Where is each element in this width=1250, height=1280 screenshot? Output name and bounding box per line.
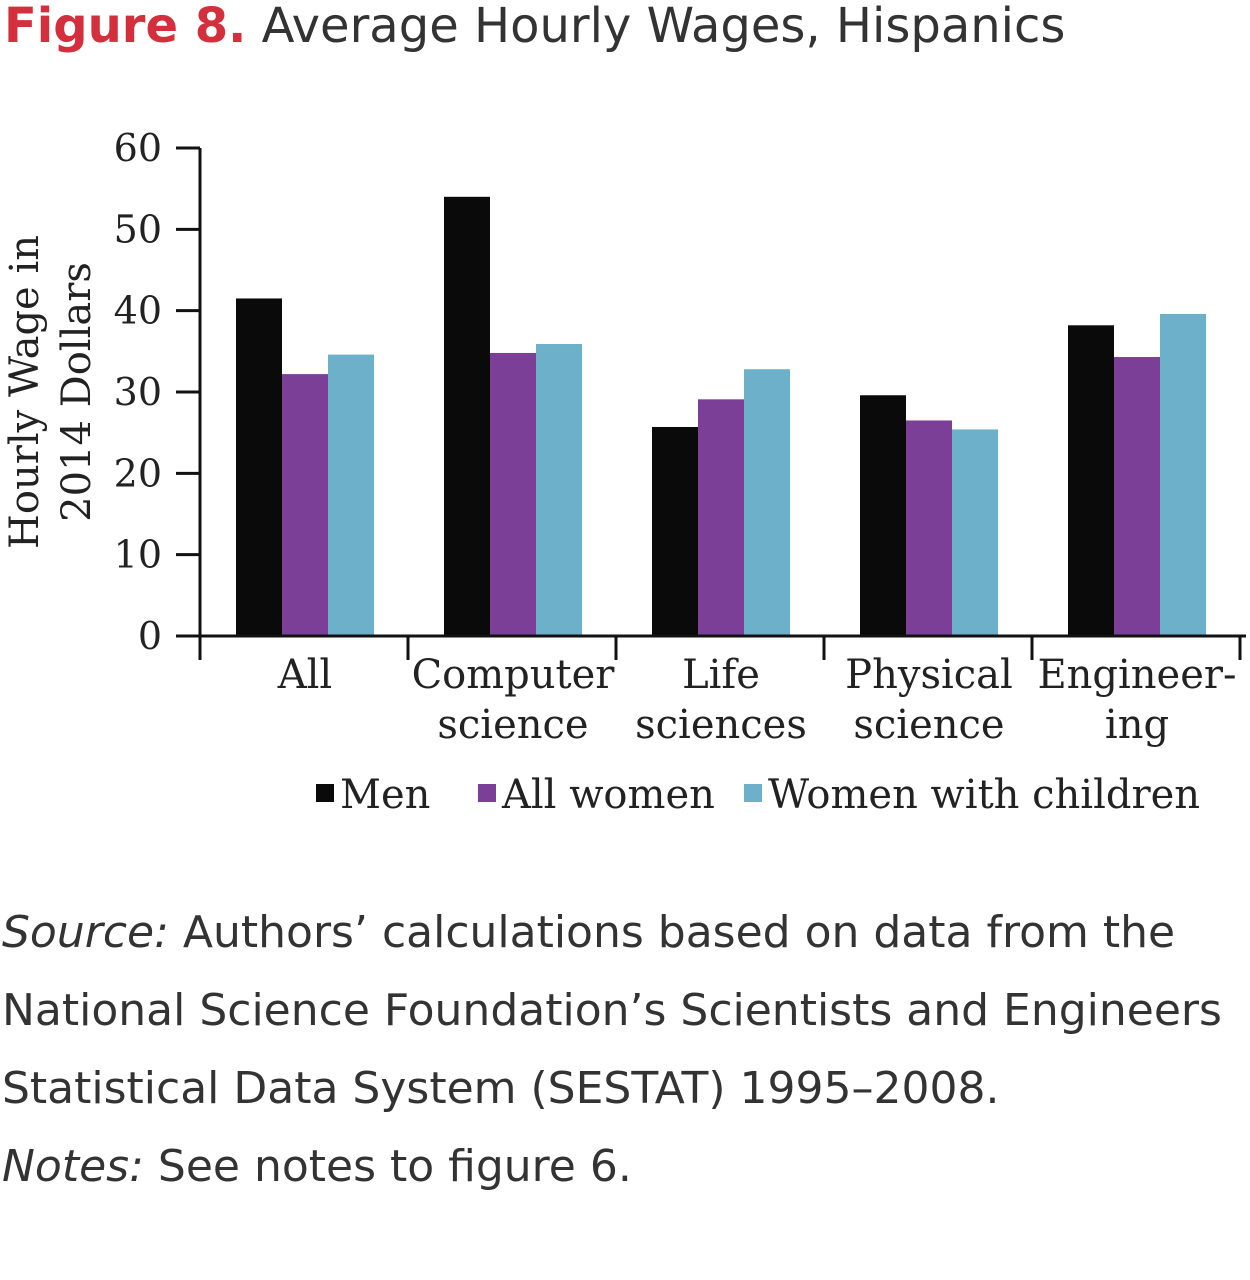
figure-number: Figure 8. bbox=[4, 0, 247, 54]
legend-swatch bbox=[478, 784, 496, 802]
y-tick-label: 10 bbox=[114, 533, 162, 577]
bar-men bbox=[1068, 325, 1114, 636]
y-tick-label: 0 bbox=[138, 614, 162, 658]
bar-men bbox=[236, 298, 282, 636]
bar-women-with-children bbox=[1160, 313, 1206, 636]
notes-text: See notes to figure 6. bbox=[143, 1141, 632, 1192]
x-axis: All ComputerscienceLifesciencesPhysicalsc… bbox=[176, 634, 1246, 748]
x-category-label: science bbox=[853, 702, 1004, 748]
bar-all-women bbox=[698, 399, 744, 636]
y-tick-label: 20 bbox=[114, 451, 162, 495]
x-category-label: science bbox=[437, 702, 588, 748]
y-tick-label: 40 bbox=[114, 289, 162, 333]
x-category-label: sciences bbox=[635, 702, 807, 748]
legend-label: Men bbox=[340, 772, 430, 818]
x-category-label: Engineer- bbox=[1037, 652, 1236, 698]
source-label: Source: bbox=[2, 907, 169, 958]
bar-chart: Hourly Wage in 2014 Dollars 0 10 20 30 40 50 60… bbox=[2, 126, 1246, 818]
bar-women-with-children bbox=[952, 429, 998, 636]
bars bbox=[236, 196, 1206, 637]
bar-all-women bbox=[282, 374, 328, 636]
x-category-label: ing bbox=[1105, 702, 1169, 748]
bar-women-with-children bbox=[536, 344, 582, 636]
x-category-label: Computer bbox=[412, 652, 616, 698]
x-category-label: All bbox=[277, 652, 332, 698]
y-axis-label-line: Hourly Wage in bbox=[2, 235, 48, 549]
bar-all-women bbox=[1114, 357, 1160, 636]
bar-all-women bbox=[906, 420, 952, 636]
y-tick-label: 60 bbox=[114, 126, 162, 170]
bar-men bbox=[652, 426, 698, 636]
notes-label: Notes: bbox=[2, 1141, 144, 1192]
legend-label: Women with children bbox=[768, 772, 1200, 818]
legend: Men All women Women with children bbox=[316, 772, 1200, 818]
bar-men bbox=[444, 196, 490, 637]
bar-all-women bbox=[490, 352, 536, 636]
legend-label: All women bbox=[501, 772, 715, 818]
x-category-label: Physical bbox=[845, 652, 1013, 698]
y-tick-label: 50 bbox=[114, 207, 162, 251]
y-axis-label-line: 2014 Dollars bbox=[54, 262, 100, 522]
source-notes: Source: Authors’ calculations based on d… bbox=[2, 894, 1246, 1206]
y-tick-label: 30 bbox=[114, 370, 162, 414]
notes-line: Notes: See notes to figure 6. bbox=[2, 1128, 1246, 1206]
bar-men bbox=[860, 395, 906, 636]
bar-women-with-children bbox=[328, 354, 374, 636]
source-line: Source: Authors’ calculations based on d… bbox=[2, 894, 1246, 1128]
legend-swatch bbox=[744, 784, 762, 802]
bar-women-with-children bbox=[744, 369, 790, 636]
y-axis: 0 10 20 30 40 50 60 bbox=[114, 126, 202, 658]
legend-swatch bbox=[316, 784, 334, 802]
source-text: Authors’ calculations based on data from… bbox=[2, 907, 1222, 1114]
x-category-label: Life bbox=[682, 652, 760, 698]
figure-header: Figure 8. Average Hourly Wages, Hispanic… bbox=[4, 0, 1065, 58]
y-axis-label: Hourly Wage in 2014 Dollars bbox=[2, 235, 100, 549]
figure-title: Average Hourly Wages, Hispanics bbox=[261, 0, 1066, 54]
